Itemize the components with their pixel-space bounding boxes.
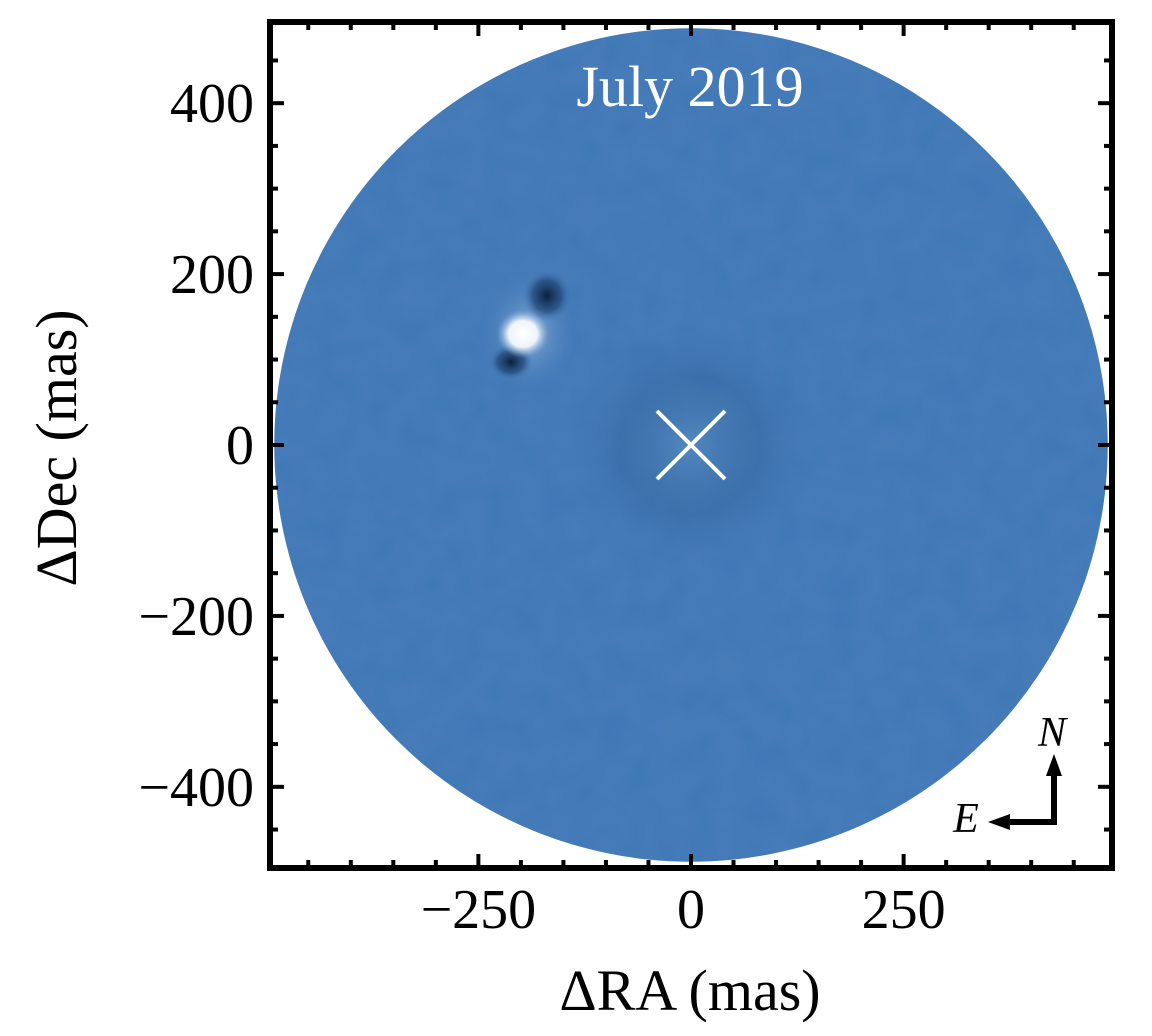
north-label: N	[1037, 710, 1068, 756]
axis-ticks	[270, 22, 1112, 868]
x-tick-label: 250	[862, 879, 946, 941]
y-tick-label: −400	[138, 757, 254, 819]
east-arrowhead	[988, 814, 1010, 830]
companion-negative-lobe	[522, 269, 571, 322]
y-axis-label: ΔDec (mas)	[24, 309, 89, 586]
x-tick-label: 0	[677, 879, 705, 941]
star-marker-stroke	[655, 409, 727, 481]
axis-tick-labels: −250 0 250 −400 −200 0 200 400	[138, 73, 945, 941]
x-tick-label: −250	[421, 879, 537, 941]
marker-layer	[655, 409, 727, 481]
epoch-label: July 2019	[576, 54, 803, 119]
y-tick-label: 0	[226, 415, 254, 477]
y-tick-label: 200	[170, 244, 254, 306]
north-arrowhead	[1046, 754, 1062, 776]
y-tick-label: 400	[170, 73, 254, 135]
y-tick-label: −200	[138, 586, 254, 648]
east-label: E	[952, 796, 979, 842]
companion-source	[496, 309, 549, 358]
compass: N E	[952, 710, 1068, 842]
x-axis-label: ΔRA (mas)	[559, 958, 820, 1023]
